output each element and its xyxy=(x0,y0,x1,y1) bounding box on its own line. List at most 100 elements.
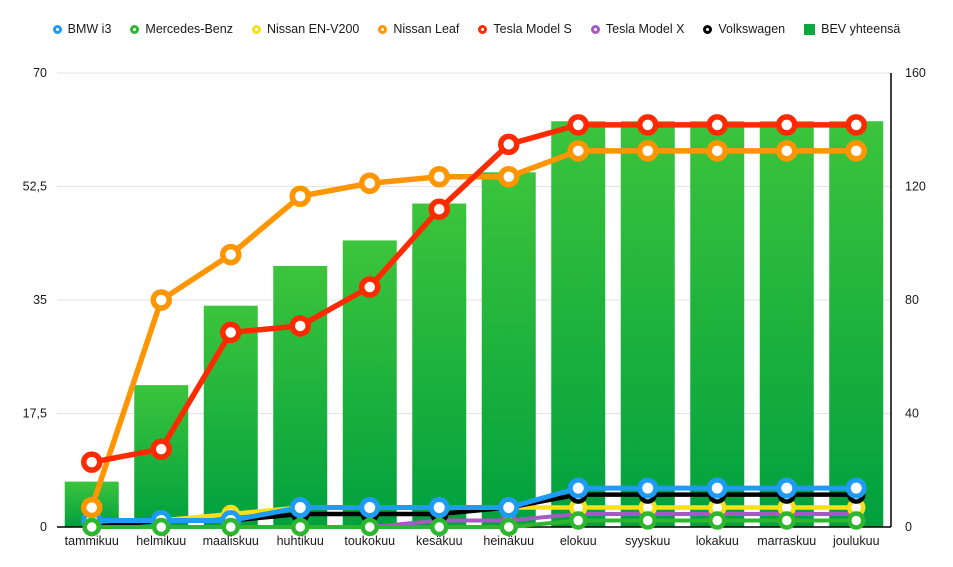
legend-label-tesla-model-s: Tesla Model S xyxy=(493,22,572,36)
marker-bmw-i3-hein-kuu xyxy=(498,497,520,519)
marker-nissan-leaf-helmikuu xyxy=(150,289,172,311)
marker-tesla-model-s-lokakuu xyxy=(706,114,728,136)
legend-label-tesla-model-x: Tesla Model X xyxy=(605,22,685,36)
x-axis-label-syyskuu: syyskuu xyxy=(625,534,670,548)
legend-label-bmw-i3: BMW i3 xyxy=(67,22,112,36)
x-axis-label-lokakuu: lokakuu xyxy=(696,534,739,548)
marker-tesla-model-s-tammikuu xyxy=(81,451,103,473)
legend-ring-icon-volkswagen xyxy=(703,24,713,34)
marker-nissan-leaf-syyskuu xyxy=(637,140,659,162)
marker-nissan-leaf-lokakuu xyxy=(706,140,728,162)
marker-nissan-leaf-maaliskuu xyxy=(220,243,242,266)
marker-tesla-model-s-joulukuu xyxy=(845,114,867,136)
marker-tesla-model-s-helmikuu xyxy=(150,438,172,460)
marker-nissan-leaf-hein-kuu xyxy=(498,166,520,188)
marker-nissan-leaf-elokuu xyxy=(567,140,589,162)
marker-nissan-leaf-joulukuu xyxy=(845,140,867,162)
line-tesla-model-s xyxy=(89,122,859,465)
marker-mercedes-benz-lokakuu xyxy=(708,511,727,530)
marker-bmw-i3-huhtikuu xyxy=(289,497,311,519)
x-axis-label-toukokuu: toukokuu xyxy=(344,534,395,548)
marker-mercedes-benz-helmikuu xyxy=(152,517,171,537)
bar-hein-kuu xyxy=(481,172,536,527)
marker-tesla-model-s-maaliskuu xyxy=(220,321,242,344)
marker-mercedes-benz-maaliskuu xyxy=(221,517,240,537)
marker-bmw-i3-toukokuu xyxy=(359,497,381,519)
marker-mercedes-benz-kes-kuu xyxy=(430,517,449,537)
marker-mercedes-benz-marraskuu xyxy=(777,511,796,530)
marker-bmw-i3-kes-kuu xyxy=(428,497,450,519)
marker-nissan-leaf-toukokuu xyxy=(359,172,381,195)
marker-tesla-model-s-marraskuu xyxy=(776,114,798,136)
bar-lokakuu xyxy=(690,121,745,528)
legend-item-nissan-en-v200[interactable]: Nissan EN-V200 xyxy=(251,22,360,36)
marker-tesla-model-s-hein-kuu xyxy=(498,133,520,156)
left-axis-tick-label: 17,5 xyxy=(23,407,47,421)
marker-tesla-model-s-kes-kuu xyxy=(428,198,450,220)
legend-ring-icon-nissan-leaf xyxy=(378,24,388,34)
marker-mercedes-benz-huhtikuu xyxy=(291,517,310,537)
marker-nissan-leaf-kes-kuu xyxy=(428,166,450,188)
legend-label-volkswagen: Volkswagen xyxy=(718,22,786,36)
legend-item-mercedes-benz[interactable]: Mercedes-Benz xyxy=(130,22,233,36)
legend-label-nissan-en-v200: Nissan EN-V200 xyxy=(266,22,360,36)
marker-bmw-i3-syyskuu xyxy=(637,477,659,499)
left-axis-tick-label: 52,5 xyxy=(23,180,47,194)
left-axis-tick-label: 0 xyxy=(40,520,47,534)
legend-item-tesla-model-x[interactable]: Tesla Model X xyxy=(590,22,685,36)
marker-bmw-i3-joulukuu xyxy=(845,477,867,499)
right-axis-tick-label: 0 xyxy=(905,520,912,534)
marker-mercedes-benz-joulukuu xyxy=(847,511,866,530)
bar-elokuu xyxy=(551,121,606,528)
marker-mercedes-benz-toukokuu xyxy=(360,517,379,537)
marker-bmw-i3-elokuu xyxy=(567,477,589,499)
marker-tesla-model-s-huhtikuu xyxy=(289,315,311,337)
x-axis-label-helmikuu: helmikuu xyxy=(136,534,186,548)
legend-ring-icon-mercedes-benz xyxy=(130,24,140,34)
x-axis-label-maaliskuu: maaliskuu xyxy=(203,534,259,548)
legend-item-tesla-model-s[interactable]: Tesla Model S xyxy=(478,22,572,36)
x-axis-label-elokuu: elokuu xyxy=(560,534,597,548)
x-axis-label-hein-kuu: heinäkuu xyxy=(483,534,534,548)
right-axis-tick-label: 120 xyxy=(905,180,926,194)
marker-nissan-leaf-huhtikuu xyxy=(289,185,311,207)
legend-item-bmw-i3[interactable]: BMW i3 xyxy=(52,22,112,36)
x-axis-label-joulukuu: joulukuu xyxy=(832,534,880,548)
chart-legend: BMW i3 Mercedes-Benz Nissan EN-V200 Nissan … xyxy=(0,22,953,36)
marker-bmw-i3-lokakuu xyxy=(706,477,728,499)
x-axis-label-huhtikuu: huhtikuu xyxy=(277,534,324,548)
legend-ring-icon-tesla-model-s xyxy=(478,24,488,34)
line-mercedes-benz xyxy=(89,518,859,529)
x-axis-label-marraskuu: marraskuu xyxy=(757,534,816,548)
legend-item-volkswagen[interactable]: Volkswagen xyxy=(703,22,785,36)
marker-tesla-model-s-toukokuu xyxy=(359,276,381,298)
right-axis-tick-label: 40 xyxy=(905,407,919,421)
legend-item-bev-yhteens[interactable]: BEV yhteensä xyxy=(804,22,900,36)
bar-marraskuu xyxy=(759,121,814,528)
marker-nissan-leaf-tammikuu xyxy=(81,496,103,519)
legend-item-nissan-leaf[interactable]: Nissan Leaf xyxy=(378,22,459,36)
x-axis-label-tammikuu: tammikuu xyxy=(65,534,119,548)
marker-mercedes-benz-tammikuu xyxy=(82,517,101,537)
legend-ring-icon-tesla-model-x xyxy=(590,24,600,34)
left-axis-tick-label: 70 xyxy=(33,66,47,80)
legend-ring-icon-bmw-i3 xyxy=(52,24,62,34)
right-axis-tick-label: 80 xyxy=(905,293,919,307)
x-axis-label-kes-kuu: kesäkuu xyxy=(416,534,463,548)
legend-label-bev-yhteens: BEV yhteensä xyxy=(821,22,901,36)
legend-ring-icon-nissan-en-v200 xyxy=(251,24,261,34)
bar-syyskuu xyxy=(620,121,675,528)
legend-square-icon-bev-yhteens xyxy=(804,23,816,35)
marker-nissan-leaf-marraskuu xyxy=(776,140,798,162)
bar-huhtikuu xyxy=(273,265,328,527)
marker-mercedes-benz-elokuu xyxy=(569,511,588,530)
marker-mercedes-benz-syyskuu xyxy=(638,511,657,530)
right-axis-tick-label: 160 xyxy=(905,66,926,80)
marker-tesla-model-s-elokuu xyxy=(567,114,589,136)
bar-joulukuu xyxy=(829,121,884,528)
line-bmw-i3 xyxy=(89,485,859,524)
legend-label-mercedes-benz: Mercedes-Benz xyxy=(145,22,233,36)
bar-kes-kuu xyxy=(412,203,467,527)
